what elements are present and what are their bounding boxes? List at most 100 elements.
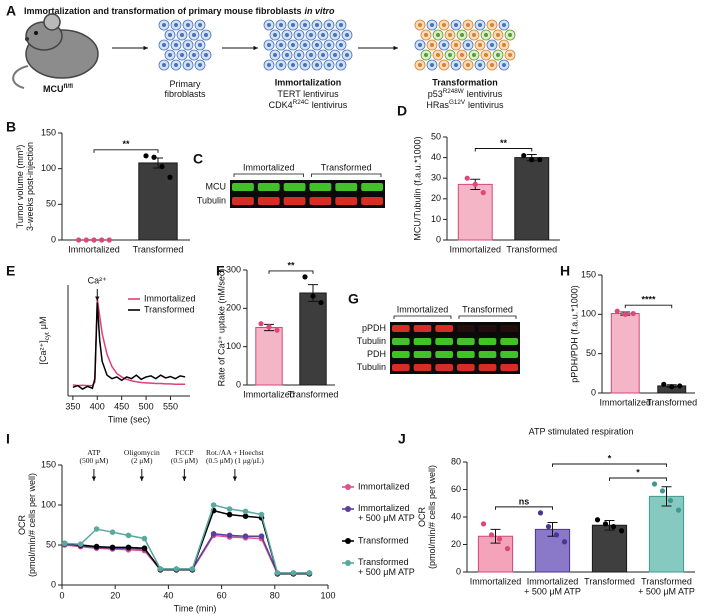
- blot-row-label: pPDH: [362, 323, 386, 333]
- cell-nucleus: [303, 23, 307, 27]
- blot-band: [283, 197, 306, 205]
- blot-band: [335, 197, 358, 205]
- cell-nucleus: [309, 53, 313, 57]
- blot-band: [413, 325, 432, 332]
- text-line: Oligomycin: [124, 448, 160, 457]
- cell-nucleus: [180, 53, 184, 57]
- y-tick-label: 200: [226, 303, 241, 313]
- bar: [457, 183, 493, 241]
- line-marker: [61, 540, 68, 547]
- cell-nucleus: [478, 43, 482, 47]
- significance-bracket: [268, 270, 314, 274]
- blot-band: [257, 183, 280, 191]
- data-point: [83, 237, 89, 243]
- legend-label: Immortalized: [358, 481, 410, 491]
- data-point: [76, 237, 82, 243]
- text-part: HRas: [426, 100, 449, 110]
- legend-label: Transformed + 500 μM ATP: [358, 557, 415, 577]
- cell-nucleus: [192, 33, 196, 37]
- text-part: CDK4: [269, 100, 293, 110]
- blot-band: [309, 197, 332, 205]
- text-line: Immortalized: [527, 577, 579, 587]
- data-point: [318, 299, 324, 306]
- text-line: 3-weeks post-injection: [25, 142, 35, 231]
- data-point: [661, 381, 667, 387]
- line-marker: [242, 508, 249, 515]
- line-marker: [226, 511, 233, 518]
- data-point: [504, 546, 511, 552]
- blot-band: [392, 364, 410, 371]
- text-line: FCCP: [175, 448, 193, 457]
- blot-band: [435, 364, 453, 371]
- data-point: [529, 157, 535, 163]
- cell-nucleus: [315, 63, 319, 67]
- blot-band: [392, 338, 410, 345]
- arrow-head: [143, 45, 148, 51]
- cell-nucleus: [478, 23, 482, 27]
- blot-band: [413, 351, 432, 358]
- line-marker: [306, 570, 313, 576]
- data-point: [310, 293, 316, 299]
- text-line: (0.5 μM): [171, 456, 198, 465]
- annotation: Oligomycin (2 μM): [124, 448, 160, 465]
- text-part: lentivirus: [468, 100, 504, 110]
- text-line: OCR: [417, 507, 427, 528]
- cell-nucleus: [508, 33, 512, 37]
- cell-nucleus: [192, 53, 196, 57]
- cell-nucleus: [303, 43, 307, 47]
- y-tick-label: 10: [431, 214, 441, 224]
- blot-band: [257, 197, 280, 205]
- data-point: [622, 311, 628, 317]
- y-tick-label: 0: [591, 387, 596, 397]
- y-tick-label: 300: [226, 264, 241, 274]
- cell-nucleus: [198, 23, 202, 27]
- y-tick-label: 50: [46, 199, 56, 209]
- data-point: [274, 327, 280, 333]
- text-part: μM: [38, 317, 48, 330]
- data-point: [480, 190, 486, 196]
- text-part: R24C: [293, 99, 310, 106]
- y-tick-label: 20: [431, 193, 441, 203]
- cell-nucleus: [490, 23, 494, 27]
- text-line: (0.5 μM) (1 μg/μL): [206, 456, 264, 465]
- cell-nucleus: [424, 53, 428, 57]
- cell-nucleus: [186, 63, 190, 67]
- bar: [299, 292, 327, 386]
- y-tick-label: 100: [226, 341, 241, 351]
- cell-nucleus: [168, 53, 172, 57]
- blot-band: [457, 338, 475, 345]
- line-marker: [109, 544, 116, 551]
- blot-group-bracket: [233, 173, 304, 177]
- cell-nucleus: [436, 53, 440, 57]
- blot-group-label: Immortalized: [397, 304, 449, 314]
- y-tick-label: 0: [456, 566, 461, 576]
- data-point: [669, 384, 675, 390]
- blot-band: [500, 325, 518, 332]
- panel-label: F: [216, 263, 225, 279]
- cell-nucleus: [454, 43, 458, 47]
- cell-nucleus: [442, 23, 446, 27]
- data-point: [610, 524, 617, 530]
- cell-nucleus: [162, 63, 166, 67]
- line-marker: [258, 533, 265, 539]
- bar: [255, 327, 283, 386]
- arrow-head: [393, 45, 398, 51]
- blot-background: [390, 322, 520, 374]
- significance-label: **: [287, 260, 295, 270]
- blot-band: [232, 183, 254, 191]
- y-tick-label: 100: [41, 163, 56, 173]
- text-line: fibroblasts: [164, 89, 206, 99]
- line-marker: [109, 529, 116, 535]
- text-part: G12V: [449, 99, 466, 106]
- blot-row-label: MCU: [206, 181, 227, 191]
- blot-group-label: Transformed: [321, 162, 372, 172]
- cell-nucleus: [508, 53, 512, 57]
- data-point: [651, 481, 658, 487]
- cell-nucleus: [174, 43, 178, 47]
- cell-nucleus: [198, 43, 202, 47]
- y-tick-label: 100: [41, 499, 56, 509]
- line-marker: [242, 533, 249, 539]
- cell-nucleus: [273, 33, 277, 37]
